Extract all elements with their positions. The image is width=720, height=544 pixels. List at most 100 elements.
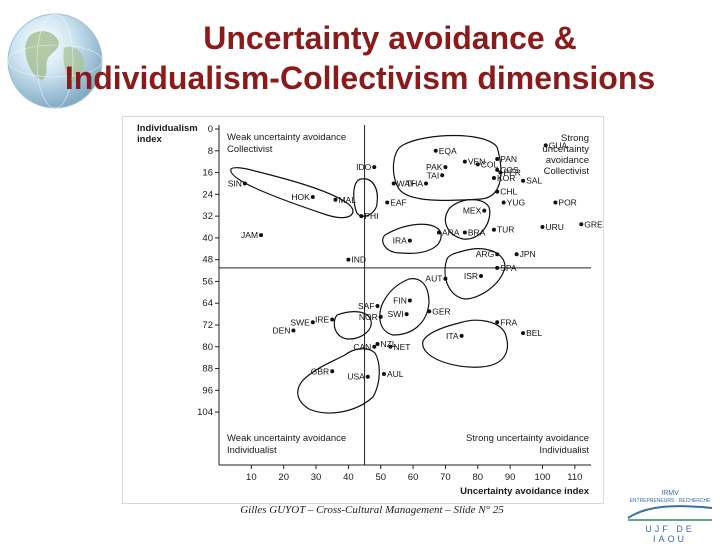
y-tick-label: 64 [202, 298, 213, 309]
data-point-spa [495, 265, 500, 270]
data-label-cos: COS [500, 165, 519, 175]
data-label-swe: SWE [290, 317, 310, 327]
data-point-nor [378, 314, 383, 319]
data-label-kor: KOR [497, 173, 515, 183]
data-point-chl [495, 189, 500, 194]
data-point-ven [462, 159, 467, 164]
data-point-yug [501, 200, 506, 205]
y-tick-label: 16 [202, 168, 213, 179]
data-label-isr: ISR [464, 271, 478, 281]
data-label-ger: GER [432, 306, 450, 316]
data-label-yug: YUG [507, 198, 525, 208]
quadrant-top-right-line-4: Collectivist [544, 166, 590, 177]
globe-icon [7, 13, 103, 109]
data-point-eaf [385, 200, 390, 205]
data-point-usa [365, 374, 370, 379]
data-point-mal [333, 197, 338, 202]
data-label-net: NET [393, 342, 410, 352]
title-line-2: Individualism-Collectivism dimensions [64, 60, 656, 96]
x-tick-label: 40 [343, 472, 354, 483]
data-label-uru: URU [545, 222, 563, 232]
quadrant-top-right-line-1: Strong [561, 133, 589, 144]
data-point-ara [436, 230, 441, 235]
data-point-fin [407, 298, 412, 303]
cluster-arab-brazil-group [382, 223, 442, 254]
x-tick-label: 30 [311, 472, 322, 483]
x-tick-label: 100 [535, 472, 551, 483]
data-label-phi: PHI [364, 211, 378, 221]
data-label-col: COL [481, 159, 499, 169]
data-point-jam [259, 233, 264, 238]
x-tick-label: 60 [408, 472, 419, 483]
data-point-fra [495, 320, 500, 325]
quadrant-top-left-line-1: Weak uncertainty avoidance [227, 132, 346, 143]
data-point-tur [491, 227, 496, 232]
data-point-per [498, 170, 503, 175]
cluster-singapore-group [230, 167, 354, 219]
data-label-gbr: GBR [311, 366, 329, 376]
data-point-saf [375, 303, 380, 308]
logo-wave-icon [627, 505, 713, 521]
cluster-scandinavian-group [333, 311, 372, 340]
y-tick-label: 48 [202, 255, 213, 266]
data-label-waf: WAF [397, 178, 416, 188]
data-label-spa: SPA [500, 263, 517, 273]
slide-title: Uncertainty avoidance & Individualism-Co… [0, 18, 720, 98]
scatter-chart: 0 8 16 24 32 40 48 56 64 72 80 88 96 104 10 20 30 40 50 60 7… [137, 123, 603, 497]
y-axis-title-line-2: index [137, 134, 163, 145]
chart-figure: 0 8 16 24 32 40 48 56 64 72 80 88 96 104 10 20 30 40 50 60 7… [122, 116, 604, 504]
data-label-nzl: NZL [381, 339, 397, 349]
data-point-arg [495, 252, 500, 257]
quadrant-top-right-line-3: avoidance [546, 155, 589, 166]
data-label-nor: NOR [359, 312, 378, 322]
quadrant-top-left-line-2: Collectivist [227, 144, 273, 155]
data-point-gua [543, 143, 548, 148]
data-label-jam: JAM [241, 230, 258, 240]
y-tick-label: 104 [197, 407, 213, 418]
data-label-den: DEN [272, 325, 290, 335]
x-axis-title: Uncertainty avoidance index [460, 486, 590, 497]
data-label-fin: FIN [393, 296, 407, 306]
data-point-sal [521, 178, 526, 183]
cluster-anglo-group [297, 348, 380, 414]
data-label-usa: USA [347, 372, 365, 382]
data-label-per: PER [503, 168, 520, 178]
data-point-ita [459, 333, 464, 338]
data-label-chl: CHL [500, 187, 517, 197]
data-point-isr [479, 274, 484, 278]
data-point-ger [427, 309, 432, 314]
data-point-cos [495, 167, 500, 172]
data-label-ita: ITA [446, 331, 459, 341]
cluster-mexico-group [444, 199, 491, 240]
data-point-nzl [375, 342, 380, 347]
chart-marks: 0 8 16 24 32 40 48 56 64 72 80 88 96 104 10 20 30 40 50 60 7… [197, 124, 603, 483]
data-label-gre: GRE [584, 219, 603, 229]
data-point-aul [381, 372, 386, 376]
data-label-fra: FRA [500, 317, 517, 327]
data-label-bra: BRA [468, 227, 486, 237]
quadrant-labels: Weak uncertainty avoidance Collectivist … [227, 132, 589, 456]
quadrant-bottom-left-line-2: Individualist [227, 445, 277, 456]
y-tick-label: 96 [202, 385, 213, 396]
y-tick-label: 8 [208, 146, 213, 157]
data-point-sin [242, 181, 247, 186]
data-point-ind [346, 257, 351, 262]
data-label-aut: AUT [425, 274, 442, 284]
data-label-mal: MAL [338, 195, 356, 205]
y-tick-label: 72 [202, 320, 213, 331]
data-label-arg: ARG [476, 249, 494, 259]
data-point-phi [359, 214, 364, 219]
data-point-pak [443, 165, 448, 170]
data-label-ind: IND [351, 255, 366, 265]
x-tick-label: 70 [440, 472, 451, 483]
data-label-pak: PAK [426, 162, 443, 172]
cluster-germanic-group [379, 278, 430, 336]
data-point-ira [407, 238, 412, 243]
quadrant-bottom-right-line-2: Individualist [539, 445, 589, 456]
data-label-eaf: EAF [390, 198, 407, 208]
data-point-hok [310, 195, 315, 200]
title-line-1: Uncertainty avoidance & [203, 20, 577, 56]
cluster-outlines [230, 134, 509, 414]
data-point-gbr [330, 369, 335, 374]
data-point-col [475, 162, 480, 167]
